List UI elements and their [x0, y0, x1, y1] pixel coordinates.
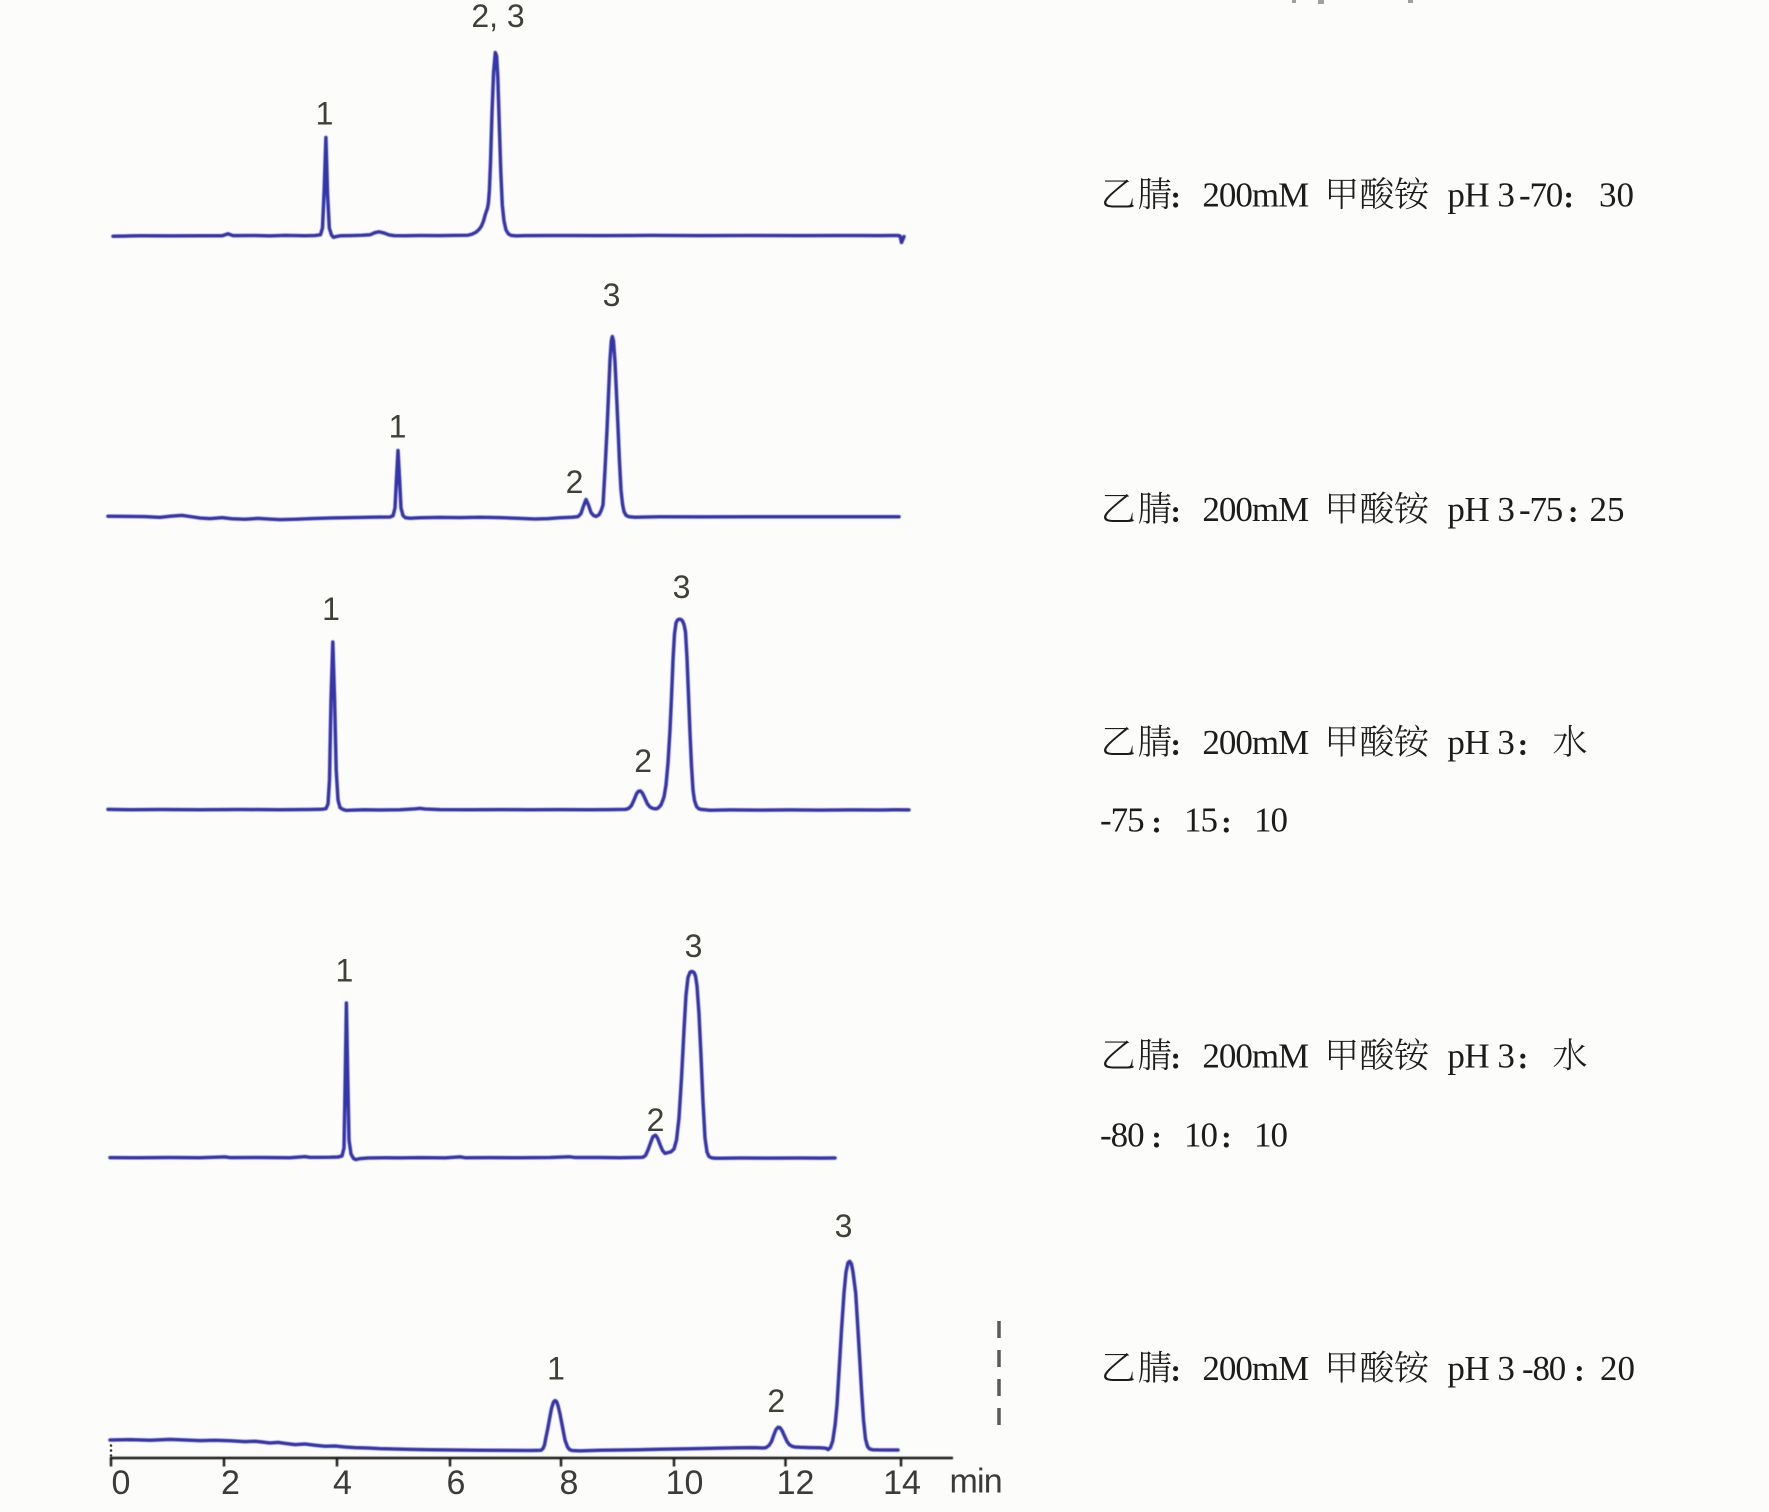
svg-text:6: 6 [447, 1464, 466, 1502]
svg-text:3: 3 [603, 277, 621, 313]
svg-text:2: 2 [767, 1383, 785, 1419]
svg-text:pH 3: pH 3 [1447, 1349, 1514, 1388]
svg-text:2, 3: 2, 3 [471, 0, 524, 34]
svg-text:1: 1 [316, 96, 334, 132]
svg-text:14: 14 [883, 1464, 921, 1502]
svg-text:3: 3 [835, 1208, 853, 1244]
svg-text:1: 1 [389, 409, 407, 445]
svg-text:200mM: 200mM [1202, 1349, 1309, 1388]
svg-text:pH 3: pH 3 [1447, 1037, 1514, 1076]
svg-text:-80: -80 [1522, 1349, 1566, 1388]
svg-text:10: 10 [1184, 1116, 1218, 1155]
svg-text:2: 2 [566, 464, 584, 500]
svg-text:20: 20 [1600, 1349, 1635, 1388]
svg-text:0: 0 [112, 1464, 131, 1502]
svg-text:30: 30 [1599, 176, 1634, 215]
svg-text:10: 10 [666, 1464, 704, 1502]
svg-text:-70: -70 [1519, 176, 1563, 215]
svg-text:10: 10 [1254, 801, 1288, 840]
svg-text:12: 12 [777, 1464, 815, 1502]
svg-text:pH 3: pH 3 [1447, 490, 1514, 529]
svg-text:-80: -80 [1100, 1116, 1144, 1155]
svg-text:-75: -75 [1100, 801, 1144, 840]
svg-text:8: 8 [560, 1464, 579, 1502]
svg-text:2: 2 [647, 1102, 665, 1138]
svg-text:1: 1 [322, 591, 340, 627]
svg-text:4: 4 [333, 1464, 352, 1502]
svg-text:15: 15 [1184, 801, 1218, 840]
svg-text:200mM: 200mM [1202, 176, 1309, 215]
svg-text:min: min [950, 1463, 1002, 1501]
svg-text:1: 1 [547, 1351, 565, 1387]
svg-text:3: 3 [685, 928, 703, 964]
svg-text:2: 2 [634, 743, 652, 779]
svg-text:-75: -75 [1519, 490, 1563, 529]
svg-text:10: 10 [1254, 1116, 1288, 1155]
svg-text:3: 3 [673, 569, 691, 605]
svg-text:pH 3: pH 3 [1447, 723, 1514, 762]
svg-text:200mM: 200mM [1202, 1037, 1309, 1076]
svg-text:pH 3: pH 3 [1447, 176, 1514, 215]
svg-text:25: 25 [1590, 490, 1625, 529]
svg-text:2: 2 [221, 1464, 240, 1502]
svg-text:200mM: 200mM [1202, 490, 1309, 529]
svg-text:1: 1 [336, 953, 354, 989]
svg-text:200mM: 200mM [1202, 723, 1309, 762]
